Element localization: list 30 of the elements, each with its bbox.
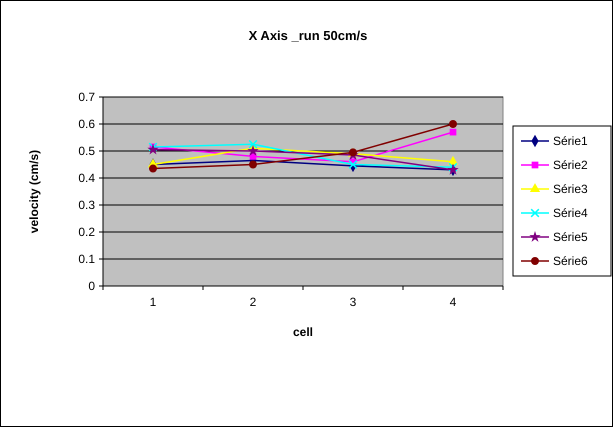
y-tick-label: 0.7 xyxy=(78,90,96,104)
point xyxy=(449,120,457,128)
chart-title: X Axis _run 50cm/s xyxy=(248,28,368,43)
legend-label: Série3 xyxy=(553,182,588,196)
y-tick-label: 0.4 xyxy=(78,171,96,185)
x-tick-label: 2 xyxy=(250,295,257,309)
y-axis-title: velocity (cm/s) xyxy=(27,150,41,234)
x-tick-label: 3 xyxy=(350,295,357,309)
legend-label: Série6 xyxy=(553,254,588,268)
y-tick-label: 0.2 xyxy=(78,225,96,239)
x-tick-label: 4 xyxy=(450,295,457,309)
point xyxy=(348,160,358,170)
point xyxy=(448,162,458,172)
x-tick-label: 1 xyxy=(150,295,157,309)
y-tick-label: 0.3 xyxy=(78,198,96,212)
legend-label: Série1 xyxy=(553,134,588,148)
point xyxy=(248,140,258,149)
y-tick-label: 0.6 xyxy=(78,117,96,131)
point xyxy=(249,160,257,168)
y-tick-label: 0 xyxy=(88,279,96,293)
y-tick-label: 0.1 xyxy=(78,252,96,266)
point xyxy=(147,144,159,154)
x-axis-title: cell xyxy=(292,325,314,339)
point xyxy=(247,145,259,156)
point xyxy=(149,164,157,173)
legend-label: Série4 xyxy=(553,206,588,220)
legend-label: Série5 xyxy=(553,230,588,244)
point xyxy=(450,128,456,136)
legend-label: Série2 xyxy=(553,158,588,172)
y-tick-label: 0.5 xyxy=(78,144,96,158)
